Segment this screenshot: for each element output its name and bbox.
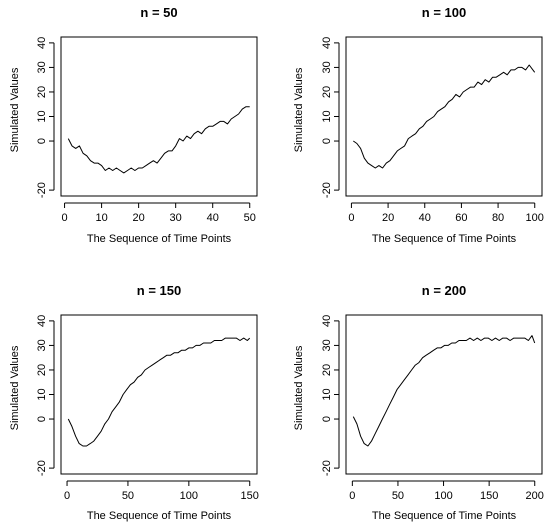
series-line [67,337,251,447]
x-tick-label: 150 [480,490,498,502]
y-tick-label: 20 [321,364,333,376]
y-tick-label: 30 [36,339,48,351]
x-tick-label: 80 [492,212,504,224]
plot-frame [345,314,543,475]
x-tick-label: 20 [133,212,145,224]
plot-frame [345,36,543,197]
y-axis-title: Simulated Values [9,67,21,152]
x-tick-label: 0 [64,490,70,502]
y-tick-label: 10 [36,110,48,122]
x-tick-label: 0 [348,212,354,224]
x-tick-label: 100 [526,212,544,224]
y-tick-label: 30 [321,61,333,73]
y-tick-label: -20 [321,460,333,476]
y-tick-label: 10 [321,388,333,400]
y-axis-title: Simulated Values [9,345,21,430]
y-tick-label: 30 [36,61,48,73]
chart-panel-n-150: n = 150 The Sequence of Time Points Simu… [9,283,259,522]
x-axis-title: The Sequence of Time Points [372,510,517,522]
x-axis-title: The Sequence of Time Points [87,510,232,522]
plot-frame [60,36,258,197]
chart-panel-n-200: n = 200 The Sequence of Time Points Simu… [293,283,544,522]
series-line [353,64,536,169]
y-tick-label: -20 [321,182,333,198]
y-tick-label: 10 [36,388,48,400]
x-tick-label: 50 [392,490,404,502]
x-tick-label: 0 [61,212,67,224]
x-tick-label: 0 [349,490,355,502]
panel-title: n = 200 [422,283,466,298]
y-tick-label: 40 [321,315,333,327]
y-tick-label: 40 [36,37,48,49]
x-tick-label: 100 [434,490,452,502]
y-tick-label: 10 [321,110,333,122]
panel-title: n = 100 [422,5,466,20]
x-tick-label: 50 [244,212,256,224]
x-tick-label: 50 [122,490,134,502]
x-tick-label: 200 [526,490,544,502]
x-tick-label: 20 [382,212,394,224]
y-axis-title: Simulated Values [293,67,305,152]
x-tick-label: 30 [170,212,182,224]
x-axis-title: The Sequence of Time Points [87,233,232,245]
y-axis-title: Simulated Values [293,345,305,430]
y-tick-label: 30 [321,339,333,351]
x-tick-label: 40 [419,212,431,224]
y-tick-label: 40 [36,315,48,327]
x-tick-label: 150 [241,490,259,502]
panel-title: n = 50 [140,5,177,20]
y-tick-label: 0 [321,138,333,144]
x-tick-label: 10 [95,212,107,224]
y-tick-label: 40 [321,37,333,49]
y-tick-label: 20 [36,364,48,376]
series-line [352,335,536,447]
y-tick-label: 0 [36,138,48,144]
x-tick-label: 40 [207,212,219,224]
y-tick-label: 0 [321,416,333,422]
series-line [67,106,250,174]
y-tick-label: 0 [36,416,48,422]
chart-panel-n-100: n = 100 The Sequence of Time Points Simu… [293,5,544,245]
y-tick-label: 20 [36,86,48,98]
y-tick-label: 20 [321,86,333,98]
x-tick-label: 60 [455,212,467,224]
x-tick-label: 100 [180,490,198,502]
panel-title: n = 150 [137,283,181,298]
plot-frame [60,314,258,475]
chart-panel-n-50: n = 50 The Sequence of Time Points Simul… [9,5,258,245]
x-axis-title: The Sequence of Time Points [372,233,517,245]
y-tick-label: -20 [36,182,48,198]
y-tick-label: -20 [36,460,48,476]
